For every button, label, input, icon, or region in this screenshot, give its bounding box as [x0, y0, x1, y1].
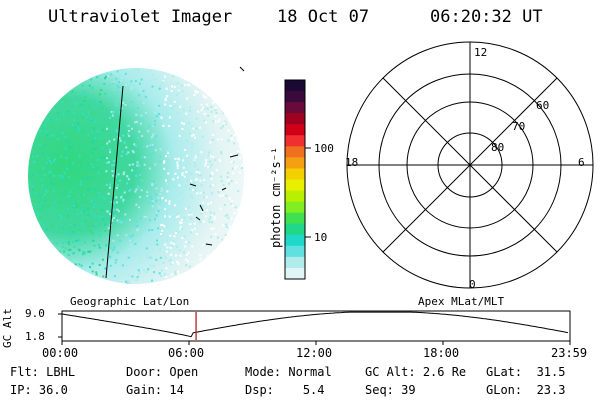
timeline-xtick-0600: 06:00 — [168, 346, 205, 360]
colorbar-segment — [285, 102, 305, 114]
status-glat: GLat: 31.5 — [486, 365, 566, 379]
mlat-label-60: 60 — [536, 99, 550, 112]
mlt-label-18: 18 — [345, 156, 359, 169]
status-ip: IP: 36.0 — [10, 383, 68, 397]
status-dsp: Dsp: 5.4 — [245, 383, 325, 397]
colorbar-segment — [285, 124, 305, 136]
colorbar-segment — [285, 190, 305, 203]
status-seq: Seq: 39 — [365, 383, 416, 397]
time-label: 06:20:32 UT — [430, 7, 543, 27]
mlt-label-6: 6 — [578, 156, 585, 169]
colorbar-segment — [285, 146, 305, 158]
colorbar-segment — [285, 168, 305, 180]
colorbar-unit-label: photon cm⁻²s⁻¹ — [269, 146, 283, 248]
colorbar-segment — [285, 201, 305, 214]
colorbar-segment — [285, 245, 305, 258]
colorbar-segment — [285, 113, 305, 125]
timeline-xtick-2359: 23:59 — [551, 346, 588, 360]
apex-label: Apex MLat/MLT — [418, 295, 505, 308]
colorbar-segment — [285, 256, 305, 269]
colorbar-segment — [285, 234, 305, 247]
timeline-ytick-1-8: 1.8 — [25, 330, 45, 343]
mlat-label-70: 70 — [512, 120, 526, 133]
app-title: Ultraviolet Imager — [48, 7, 233, 27]
colorbar-segment — [285, 157, 305, 169]
terminator-line — [105, 85, 124, 279]
mlt-label-12: 12 — [474, 46, 488, 59]
mlat-label-80: 80 — [491, 141, 505, 154]
colorbar-segment — [285, 179, 305, 192]
colorbar-segment — [285, 91, 305, 103]
status-glon: GLon: 23.3 — [486, 383, 566, 397]
status-flt: Flt: LBHL — [10, 365, 76, 379]
polar-plot — [346, 41, 594, 289]
timeline-plot — [58, 310, 571, 345]
uv-image-disc — [28, 66, 245, 284]
mlt-label-0: 0 — [469, 278, 476, 291]
timeline-y-label: GC Alt — [1, 308, 14, 348]
date-label: 18 Oct 07 — [277, 7, 370, 27]
geographic-label: Geographic Lat/Lon — [70, 295, 190, 308]
status-gc-alt: GC Alt: 2.6 Re — [365, 365, 467, 379]
colorbar-segment — [285, 80, 305, 92]
timeline-xtick-1800: 18:00 — [423, 346, 460, 360]
colorbar — [284, 79, 311, 280]
timeline-xtick-1200: 12:00 — [296, 346, 333, 360]
colorbar-tick-100: 100 — [314, 142, 334, 155]
colorbar-segment — [285, 135, 305, 147]
status-mode: Mode: Normal — [245, 365, 332, 379]
colorbar-tick-10: 10 — [314, 231, 328, 244]
timeline-xtick-0000: 00:00 — [42, 346, 79, 360]
colorbar-segment — [285, 267, 305, 280]
colorbar-segment — [285, 212, 305, 225]
timeline-ytick-9: 9.0 — [25, 307, 45, 320]
status-door: Door: Open — [126, 365, 199, 379]
status-gain: Gain: 14 — [126, 383, 184, 397]
colorbar-segment — [285, 223, 305, 236]
